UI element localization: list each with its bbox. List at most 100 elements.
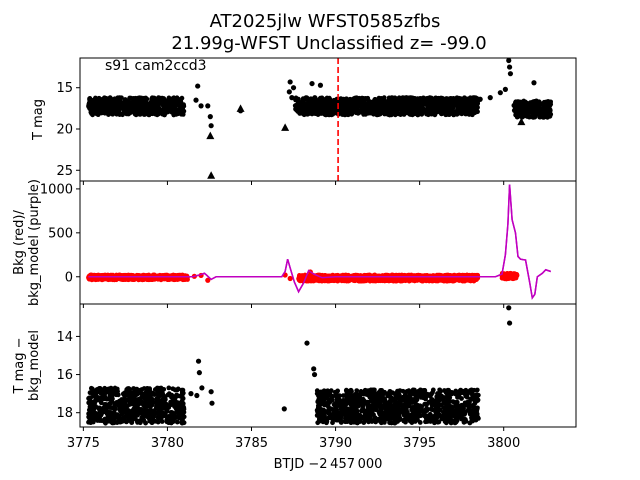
data-point (207, 114, 213, 120)
data-point (541, 107, 547, 113)
data-point (87, 95, 93, 101)
data-point (354, 388, 360, 394)
data-point (412, 111, 418, 117)
data-point (177, 108, 182, 113)
data-point (398, 396, 404, 401)
upper-limit-marker (517, 117, 526, 126)
data-point (462, 95, 467, 101)
data-point (516, 103, 522, 109)
data-point (365, 95, 371, 101)
y-tick-label: 20 (56, 122, 73, 137)
data-point (303, 95, 309, 101)
data-point (122, 110, 128, 115)
y-tick-label: 15 (56, 81, 73, 96)
data-point (171, 401, 177, 407)
data-point (165, 105, 170, 111)
data-point (383, 277, 389, 283)
data-point (328, 111, 334, 117)
data-point (179, 387, 185, 393)
y-axis-label: Bkg (red)/bkg_model (purple) (12, 179, 42, 306)
data-point (428, 406, 434, 412)
data-point (386, 101, 392, 107)
data-point (135, 102, 141, 108)
data-point (383, 406, 389, 412)
data-point (423, 96, 429, 102)
data-point (139, 387, 145, 392)
data-point (416, 110, 422, 116)
data-point (176, 402, 182, 408)
data-point (133, 398, 138, 403)
data-point (444, 100, 450, 106)
data-point (151, 392, 157, 397)
data-point (100, 418, 106, 424)
data-point (134, 390, 140, 395)
data-point (312, 106, 317, 112)
data-point (112, 104, 118, 109)
data-point (139, 105, 145, 110)
data-point (88, 104, 94, 110)
data-point (141, 418, 147, 424)
data-point (97, 108, 103, 114)
data-point (426, 278, 432, 284)
upper-limit-marker (206, 131, 215, 140)
y-axis-label: T mag (31, 99, 46, 141)
data-point (151, 400, 156, 405)
data-point (389, 106, 395, 112)
data-point (325, 97, 330, 103)
panel-annotation: s91 cam2ccd3 (105, 58, 207, 74)
data-point (86, 419, 91, 425)
data-point (314, 388, 320, 394)
data-point (513, 112, 519, 118)
data-point (205, 277, 211, 283)
data-point (127, 387, 133, 392)
data-point (442, 407, 448, 413)
data-point (463, 110, 469, 115)
data-point (439, 416, 445, 422)
data-point (468, 100, 474, 106)
data-point (428, 109, 434, 115)
data-point (118, 418, 124, 424)
data-point (287, 79, 293, 85)
data-point (91, 406, 97, 412)
data-point (119, 398, 125, 403)
data-point (487, 95, 493, 101)
data-point (111, 390, 116, 396)
data-point (370, 109, 376, 115)
upper-limit-marker (207, 171, 216, 179)
data-point (530, 114, 536, 120)
data-point (320, 97, 326, 103)
data-point (128, 106, 134, 112)
data-point (349, 103, 355, 109)
data-point (90, 416, 96, 422)
data-point (98, 398, 103, 404)
data-point (424, 101, 430, 107)
data-point (475, 392, 481, 398)
data-point (300, 276, 306, 281)
data-point (161, 403, 167, 409)
data-point (451, 109, 457, 115)
data-point (323, 102, 328, 107)
data-point (524, 109, 530, 115)
data-point (205, 103, 211, 109)
data-point (359, 105, 365, 110)
data-point (409, 277, 414, 283)
data-point (101, 405, 107, 411)
y-axis-label-line: T mag (31, 99, 46, 141)
data-point (179, 398, 185, 404)
data-point (460, 99, 466, 104)
data-point (310, 97, 316, 103)
data-point (155, 106, 161, 112)
y-tick-label: 0 (65, 270, 73, 285)
data-point (89, 111, 95, 117)
data-point (169, 394, 174, 400)
data-point (404, 102, 410, 108)
data-point (467, 95, 473, 101)
data-point (114, 107, 119, 113)
data-point (102, 394, 108, 400)
data-point (155, 275, 161, 280)
data-point (447, 277, 453, 283)
data-point (166, 418, 172, 424)
data-point (90, 410, 95, 416)
data-point (179, 393, 185, 398)
